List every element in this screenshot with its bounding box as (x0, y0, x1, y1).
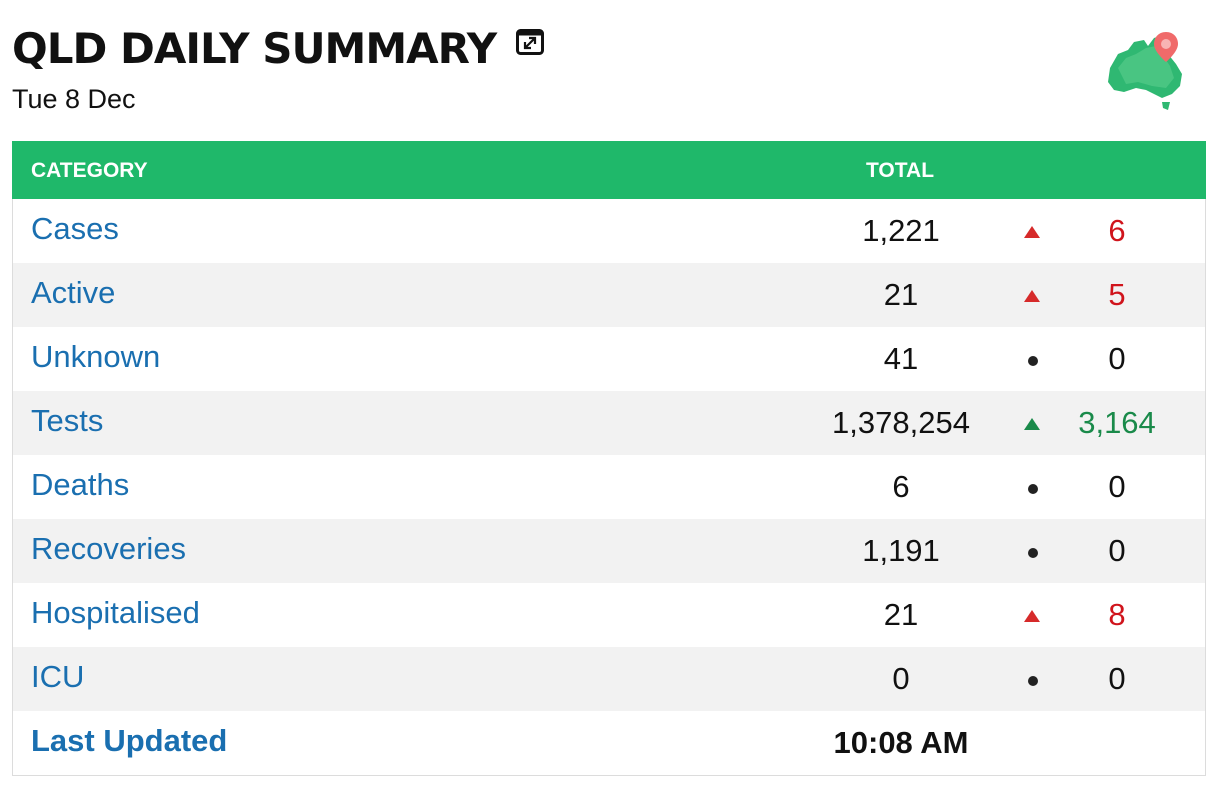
category-link[interactable]: Deaths (31, 467, 130, 502)
table-row: Active 21 5 (13, 263, 1205, 327)
title-row: QLD DAILY SUMMARY (12, 20, 1206, 76)
last-updated-row: Last Updated 10:08 AM (13, 711, 1205, 775)
column-header-total: TOTAL (865, 159, 935, 182)
table-row: ICU 0 0 (13, 647, 1205, 711)
change-value: 0 (1108, 341, 1126, 376)
total-value: 1,378,254 (832, 405, 970, 440)
page-title: QLD DAILY SUMMARY (12, 23, 497, 73)
change-value: 0 (1108, 469, 1126, 504)
category-link[interactable]: ICU (31, 659, 85, 694)
change-value: 5 (1108, 277, 1126, 312)
table-body: Cases 1,221 6 Active 21 5 Unknown 41 0 Tests 1,378… (13, 199, 1205, 711)
total-value: 41 (883, 341, 919, 376)
increase-arrow-icon (1023, 199, 1043, 263)
increase-arrow-icon (1023, 263, 1043, 327)
table-row: Deaths 6 0 (13, 455, 1205, 519)
summary-table: CATEGORY TOTAL Cases 1,221 6 Active 21 5 Unkno… (12, 141, 1206, 776)
category-link[interactable]: Recoveries (31, 531, 187, 566)
category-link[interactable]: Cases (31, 211, 119, 246)
change-value: 0 (1108, 661, 1126, 696)
table-header: CATEGORY TOTAL (12, 141, 1206, 199)
total-value: 1,191 (862, 533, 940, 568)
table-row: Unknown 41 0 (13, 327, 1205, 391)
no-change-dot-icon (1023, 647, 1043, 711)
category-link[interactable]: Unknown (31, 339, 161, 374)
category-link[interactable]: Hospitalised (31, 595, 200, 630)
summary-date: Tue 8 Dec (12, 84, 136, 114)
no-change-dot-icon (1023, 455, 1043, 519)
category-link[interactable]: Tests (31, 403, 104, 438)
change-value: 6 (1108, 213, 1126, 248)
category-link[interactable]: Active (31, 275, 116, 310)
change-value: 8 (1108, 597, 1126, 632)
australia-map-pin-icon (1108, 32, 1182, 110)
no-change-dot-icon (1023, 519, 1043, 583)
last-updated-value: 10:08 AM (833, 725, 969, 760)
total-value: 21 (883, 597, 919, 632)
table-row: Recoveries 1,191 0 (13, 519, 1205, 583)
total-value: 21 (883, 277, 919, 312)
last-updated-label[interactable]: Last Updated (31, 723, 228, 758)
expand-window-icon[interactable] (516, 29, 545, 55)
increase-arrow-icon (1023, 583, 1043, 647)
no-change-dot-icon (1023, 327, 1043, 391)
total-value: 0 (892, 661, 910, 696)
change-value: 3,164 (1078, 405, 1156, 440)
table-row: Hospitalised 21 8 (13, 583, 1205, 647)
increase-arrow-icon (1023, 391, 1043, 455)
total-value: 6 (892, 469, 910, 504)
summary-header: QLD DAILY SUMMARY Tue 8 Dec (12, 20, 1206, 130)
table-row: Cases 1,221 6 (13, 199, 1205, 263)
table-row: Tests 1,378,254 3,164 (13, 391, 1205, 455)
column-header-category: CATEGORY (31, 159, 148, 182)
change-value: 0 (1108, 533, 1126, 568)
total-value: 1,221 (862, 213, 940, 248)
